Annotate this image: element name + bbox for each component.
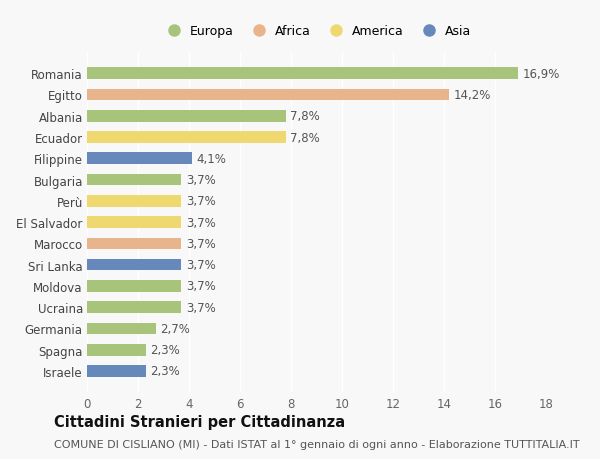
Bar (87, 302, 181, 313)
Text: Cittadini Stranieri per Cittadinanza: Cittadini Stranieri per Cittadinanza (54, 414, 345, 429)
Text: 4,1%: 4,1% (196, 152, 226, 165)
Bar (87, 280, 181, 292)
Bar (87, 196, 181, 207)
Bar (87, 344, 146, 356)
Bar (87, 90, 449, 101)
Text: 3,7%: 3,7% (186, 174, 215, 187)
Bar (87, 259, 181, 271)
Text: 14,2%: 14,2% (454, 89, 491, 102)
Bar (87, 323, 156, 335)
Bar (87, 132, 286, 144)
Text: 3,7%: 3,7% (186, 258, 215, 272)
Text: 3,7%: 3,7% (186, 216, 215, 229)
Text: 16,9%: 16,9% (523, 67, 560, 80)
Text: COMUNE DI CISLIANO (MI) - Dati ISTAT al 1° gennaio di ogni anno - Elaborazione T: COMUNE DI CISLIANO (MI) - Dati ISTAT al … (54, 440, 580, 449)
Bar (87, 238, 181, 250)
Text: 3,7%: 3,7% (186, 237, 215, 250)
Text: 7,8%: 7,8% (290, 110, 320, 123)
Legend: Europa, Africa, America, Asia: Europa, Africa, America, Asia (161, 25, 472, 38)
Bar (87, 217, 181, 229)
Text: 2,7%: 2,7% (160, 322, 190, 335)
Bar (87, 68, 518, 80)
Text: 2,3%: 2,3% (150, 365, 180, 378)
Text: 3,7%: 3,7% (186, 301, 215, 314)
Bar (87, 174, 181, 186)
Bar (87, 153, 191, 165)
Text: 2,3%: 2,3% (150, 343, 180, 357)
Text: 3,7%: 3,7% (186, 195, 215, 208)
Bar (87, 365, 146, 377)
Text: 3,7%: 3,7% (186, 280, 215, 293)
Bar (87, 111, 286, 123)
Text: 7,8%: 7,8% (290, 131, 320, 144)
